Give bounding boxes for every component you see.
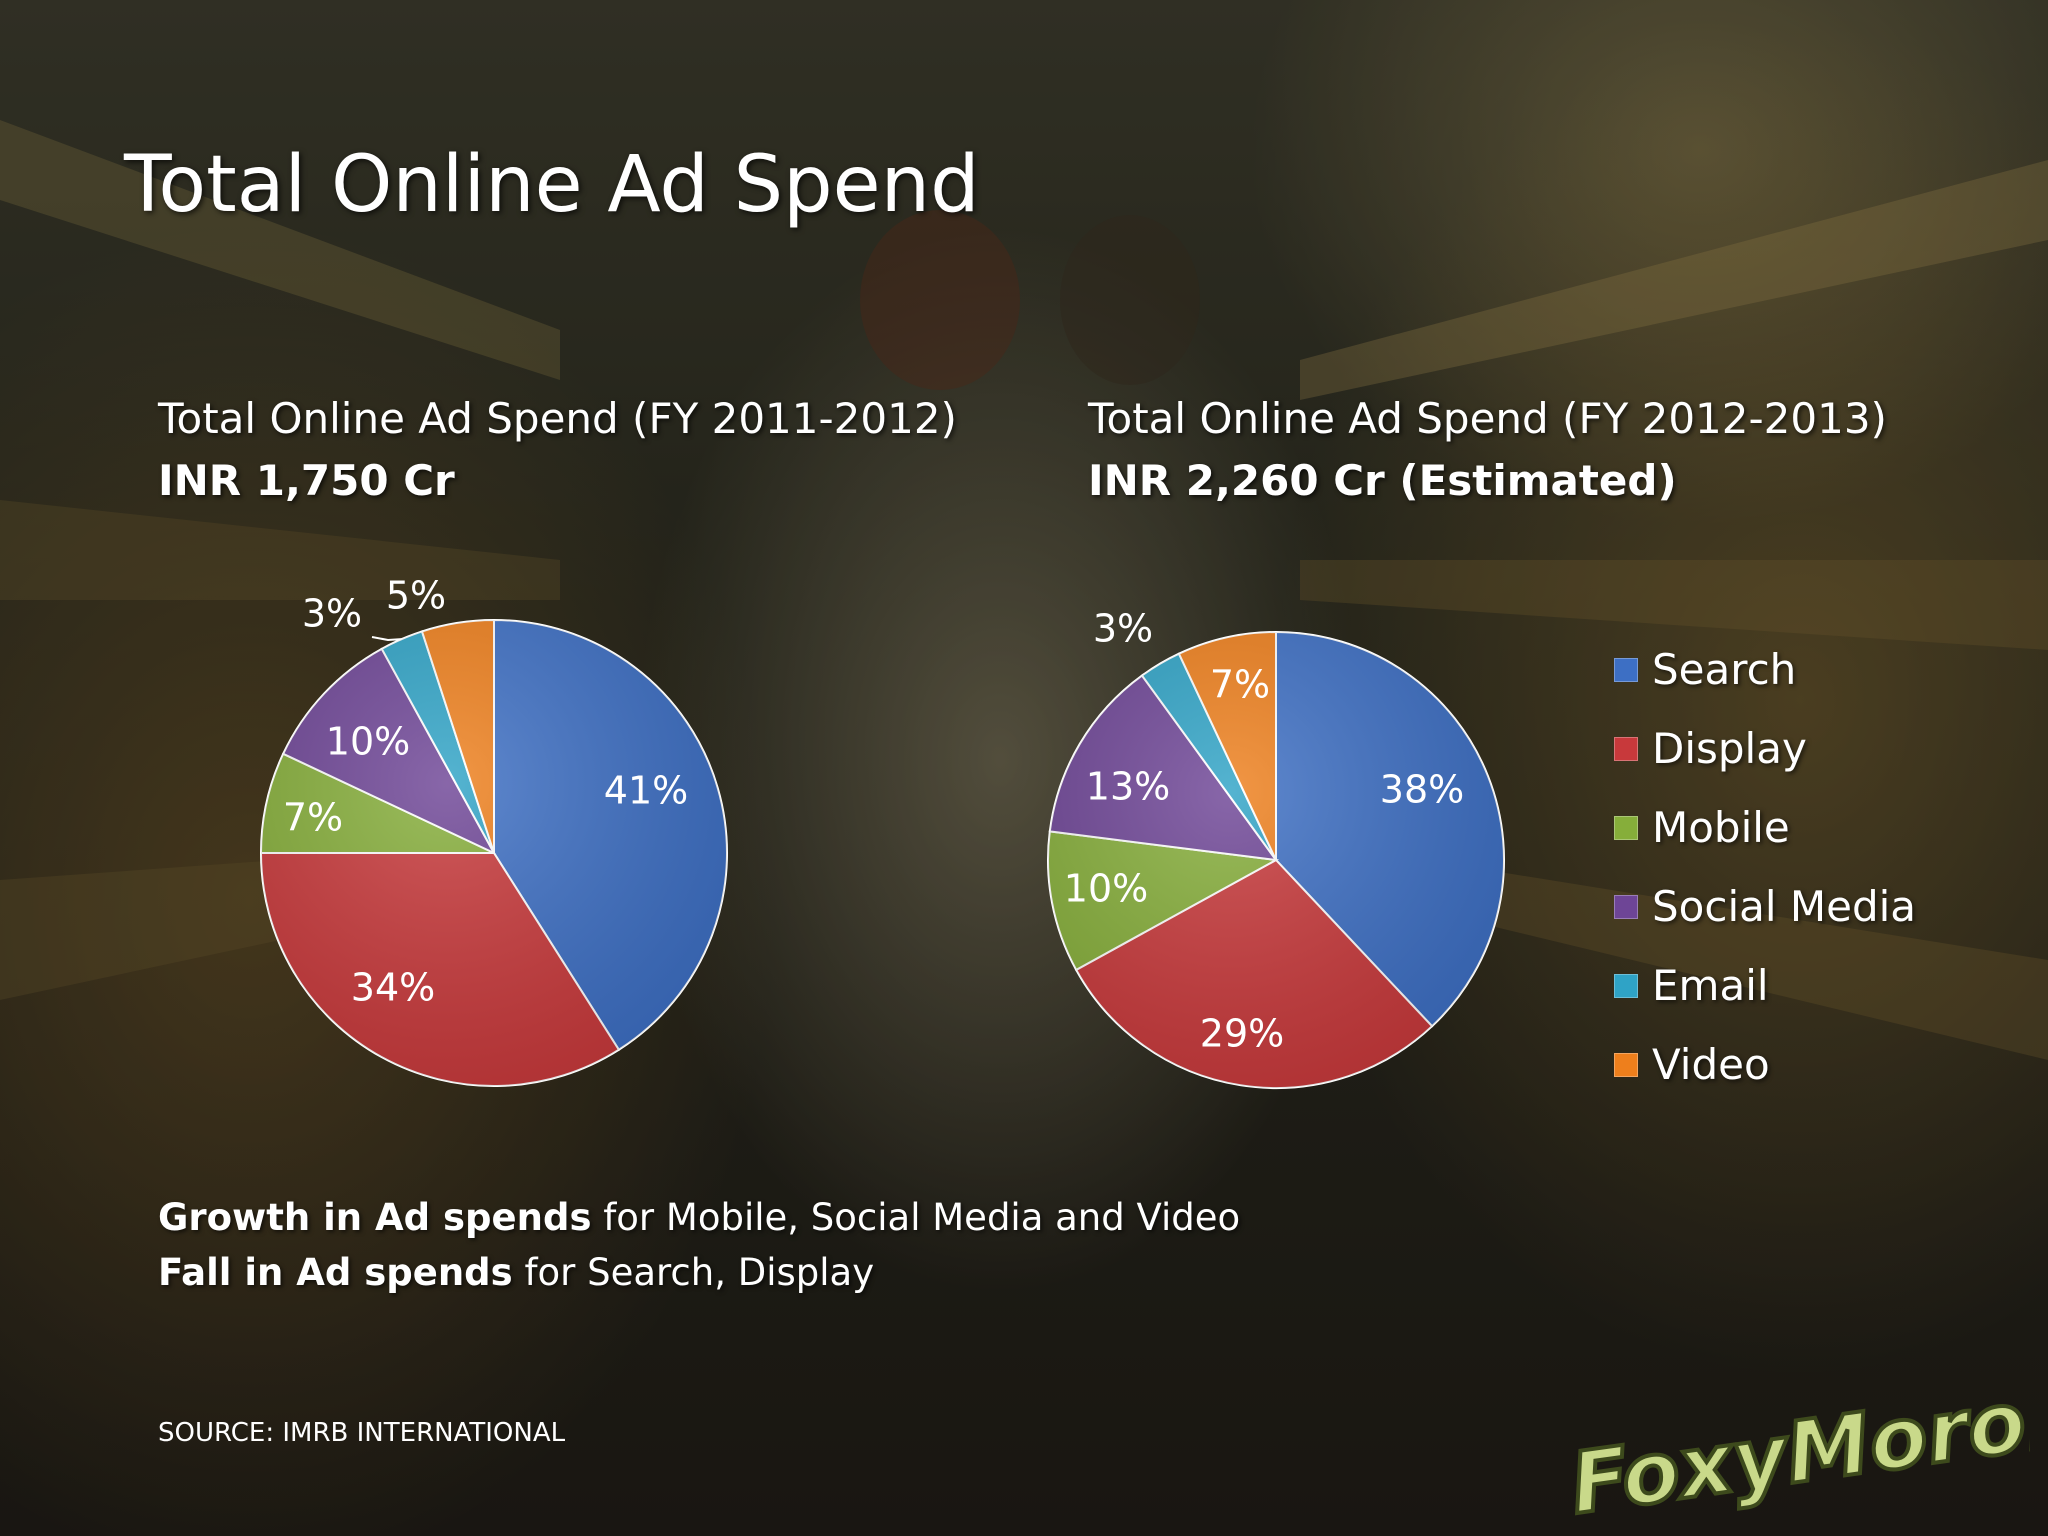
svg-text:FoxyMoron: FoxyMoron: [1565, 1370, 2030, 1520]
source-credit: SOURCE: IMRB INTERNATIONAL: [158, 1418, 566, 1448]
legend-item-social-media: Social Media: [1614, 867, 1916, 946]
pie-2-label-mobile: 10%: [1064, 867, 1148, 911]
legend-label-video: Video: [1652, 1040, 1770, 1089]
legend-item-display: Display: [1614, 709, 1916, 788]
chart-1-subtitle: INR 1,750 Cr: [158, 456, 455, 505]
pie-1-label-video: 5%: [386, 574, 446, 618]
legend-swatch-display: [1614, 736, 1638, 761]
growth-note-text: for Mobile, Social Media and Video: [591, 1196, 1241, 1239]
legend-label-social-media: Social Media: [1652, 882, 1917, 931]
pie-1-label-email: 3%: [302, 592, 362, 636]
legend-swatch-email: [1614, 973, 1638, 998]
fall-note: Fall in Ad spends for Search, Display: [158, 1245, 1240, 1300]
legend-label-display: Display: [1652, 724, 1807, 773]
chart-1-heading: Total Online Ad Spend (FY 2011-2012) INR…: [158, 388, 957, 512]
legend-item-email: Email: [1614, 946, 1916, 1025]
pie-chart-fy2012-2013: 38% 29% 10% 13% 3% 7%: [1047, 607, 1505, 1089]
legend-label-mobile: Mobile: [1652, 803, 1790, 852]
pie-1-label-mobile: 7%: [283, 796, 343, 840]
pie-chart-fy2011-2012: 41% 34% 7% 10% 3% 5%: [259, 574, 728, 1087]
chart-1-title: Total Online Ad Spend (FY 2011-2012): [158, 394, 957, 443]
pie-2-label-video: 7%: [1210, 663, 1270, 707]
chart-2-title: Total Online Ad Spend (FY 2012-2013): [1088, 394, 1887, 443]
chart-2-subtitle: INR 2,260 Cr (Estimated): [1088, 456, 1677, 505]
chart-2-heading: Total Online Ad Spend (FY 2012-2013) INR…: [1088, 388, 1887, 512]
pie-1-leader-line: [371, 636, 402, 642]
legend-item-video: Video: [1614, 1025, 1916, 1104]
legend-swatch-video: [1614, 1052, 1638, 1077]
legend-item-mobile: Mobile: [1614, 788, 1916, 867]
pie-2-label-search: 38%: [1380, 768, 1464, 812]
growth-note: Growth in Ad spends for Mobile, Social M…: [158, 1190, 1240, 1245]
legend-swatch-social-media: [1614, 894, 1638, 919]
legend-item-search: Search: [1614, 630, 1916, 709]
summary-notes: Growth in Ad spends for Mobile, Social M…: [158, 1190, 1240, 1300]
pie-2-label-social-media: 13%: [1086, 765, 1170, 809]
pie-2-label-email: 3%: [1093, 607, 1153, 651]
fall-note-text: for Search, Display: [512, 1251, 875, 1294]
legend-swatch-mobile: [1614, 815, 1638, 840]
legend-label-search: Search: [1652, 645, 1797, 694]
slide-title: Total Online Ad Spend: [124, 140, 980, 230]
legend-label-email: Email: [1652, 961, 1769, 1010]
pie-1-label-social-media: 10%: [326, 720, 410, 764]
foxymoron-logo: FoxyMoron: [1563, 1370, 2030, 1520]
growth-note-bold: Growth in Ad spends: [158, 1196, 592, 1239]
fall-note-bold: Fall in Ad spends: [158, 1251, 513, 1294]
pie-1-label-display: 34%: [351, 966, 435, 1010]
pie-2-label-display: 29%: [1200, 1012, 1284, 1056]
chart-legend: Search Display Mobile Social Media Email Vide…: [1614, 630, 1916, 1104]
legend-swatch-search: [1614, 657, 1638, 682]
pie-1-label-search: 41%: [604, 769, 688, 813]
